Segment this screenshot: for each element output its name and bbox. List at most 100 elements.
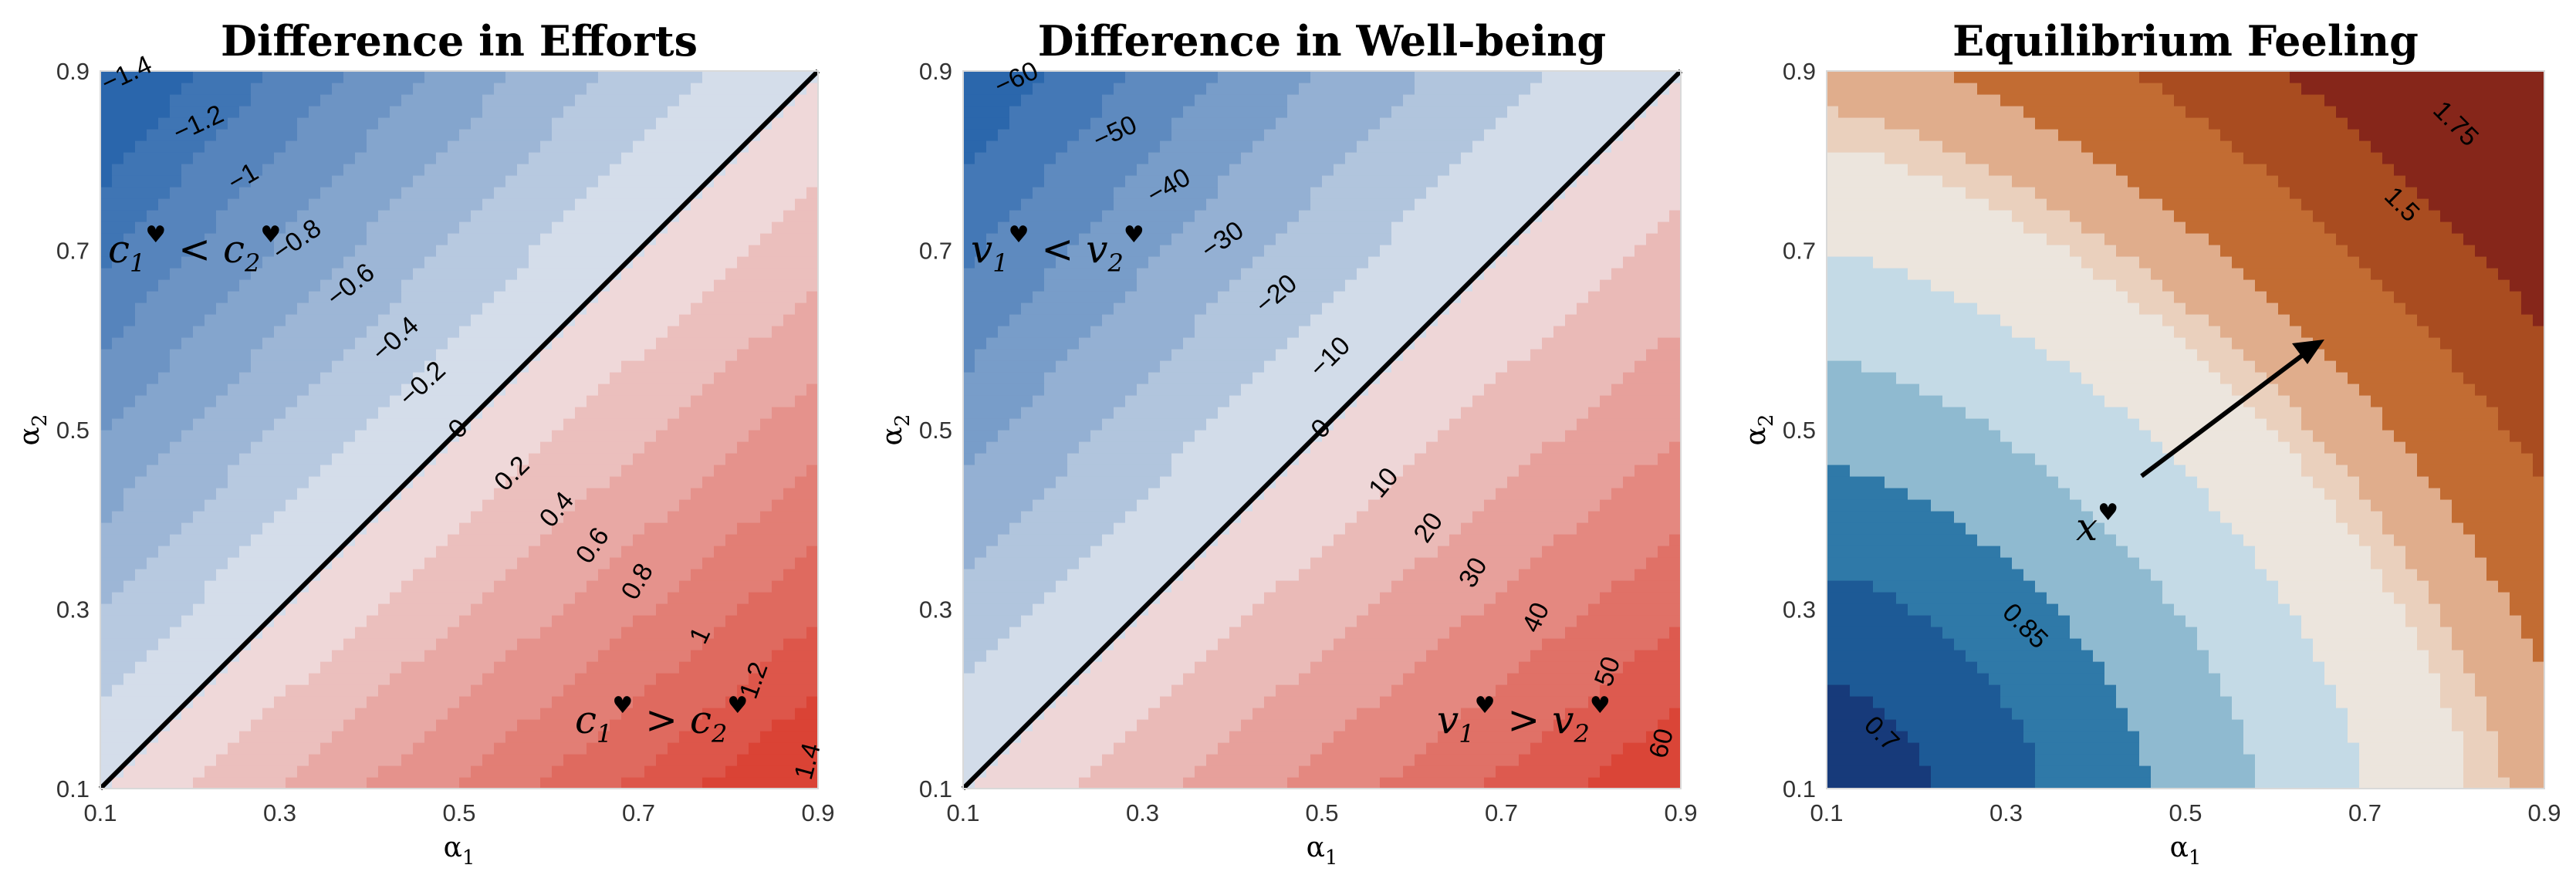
- contour-cell: [749, 476, 761, 488]
- contour-cell: [251, 499, 263, 512]
- contour-cell: [1056, 279, 1068, 292]
- contour-cell: [193, 765, 205, 778]
- contour-cell: [691, 372, 703, 384]
- contour-cell: [702, 499, 715, 512]
- contour-cell: [390, 684, 402, 697]
- contour-cell: [1137, 268, 1149, 280]
- contour-cell: [1125, 430, 1138, 442]
- contour-cell: [795, 268, 807, 280]
- contour-cell: [320, 233, 333, 245]
- contour-cell: [112, 256, 124, 269]
- contour-cell: [436, 603, 448, 616]
- contour-cell: [401, 175, 414, 188]
- contour-cell: [239, 418, 252, 431]
- contour-cell: [1090, 557, 1103, 569]
- contour-cell: [332, 661, 344, 674]
- contour-cell: [587, 534, 599, 546]
- contour-cell: [436, 742, 448, 755]
- contour-cell: [1067, 152, 1080, 164]
- contour-cell: [471, 372, 483, 384]
- contour-cell: [205, 314, 217, 326]
- contour-cell: [986, 117, 999, 130]
- contour-cell: [1033, 742, 1045, 755]
- contour-cell: [205, 349, 217, 361]
- contour-cell: [332, 430, 344, 442]
- contour-cell: [529, 765, 541, 778]
- contour-cell: [309, 383, 321, 396]
- contour-cell: [413, 383, 425, 396]
- contour-cell: [668, 534, 680, 546]
- contour-cell: [355, 106, 367, 118]
- contour-cell: [986, 488, 999, 500]
- contour-cell: [262, 684, 275, 697]
- contour-cell: [205, 198, 217, 211]
- contour-cell: [147, 638, 159, 650]
- contour-cell: [644, 210, 657, 222]
- contour-cell: [575, 569, 587, 581]
- contour-cell: [1021, 638, 1033, 650]
- contour-cell: [251, 569, 263, 581]
- contour-cell: [505, 499, 518, 512]
- contour-cell: [610, 731, 622, 743]
- contour-cell: [251, 534, 263, 546]
- contour-cell: [309, 360, 321, 373]
- contour-cell: [205, 175, 217, 188]
- contour-cell: [424, 731, 437, 743]
- contour-cell: [563, 522, 576, 535]
- contour-cell: [378, 742, 390, 755]
- contour-cell: [228, 430, 240, 442]
- contour-cell: [998, 453, 1010, 465]
- contour-cell: [494, 71, 506, 83]
- contour-cell: [274, 441, 286, 454]
- contour-cell: [494, 129, 506, 141]
- contour-cell: [986, 210, 999, 222]
- contour-cell: [424, 117, 437, 130]
- contour-cell: [795, 418, 807, 431]
- contour-cell: [702, 383, 715, 396]
- contour-cell: [795, 383, 807, 396]
- contour-cell: [216, 673, 228, 685]
- contour-cell: [1148, 557, 1161, 569]
- contour-cell: [147, 488, 159, 500]
- contour-cell: [998, 580, 1010, 593]
- contour-cell: [772, 557, 784, 569]
- contour-cell: [1125, 546, 1138, 558]
- contour-cell: [633, 522, 645, 535]
- contour-cell: [424, 245, 437, 257]
- contour-cell: [714, 140, 726, 153]
- contour-cell: [216, 83, 228, 95]
- contour-cell: [390, 372, 402, 384]
- contour-cell: [1125, 511, 1138, 523]
- contour-cell: [413, 233, 425, 245]
- contour-cell: [679, 488, 691, 500]
- contour-cell: [1137, 407, 1149, 419]
- contour-cell: [355, 164, 367, 176]
- contour-cell: [158, 314, 171, 326]
- contour-cell: [1079, 627, 1091, 639]
- contour-cell: [575, 326, 587, 338]
- contour-cell: [181, 407, 194, 419]
- contour-cell: [228, 580, 240, 593]
- contour-cell: [1021, 94, 1033, 106]
- contour-cell: [587, 673, 599, 685]
- contour-cell: [390, 140, 402, 153]
- contour-cell: [286, 731, 298, 743]
- contour-cell: [286, 650, 298, 662]
- contour-cell: [587, 106, 599, 118]
- contour-cell: [795, 106, 807, 118]
- contour-cell: [448, 684, 460, 697]
- contour-cell: [459, 83, 472, 95]
- contour-cell: [332, 175, 344, 188]
- contour-cell: [193, 465, 205, 477]
- contour-cell: [112, 661, 124, 674]
- contour-cell: [760, 221, 772, 234]
- contour-cell: [436, 418, 448, 431]
- contour-cell: [1137, 430, 1149, 442]
- contour-cell: [239, 546, 252, 558]
- contour-cell: [135, 638, 147, 650]
- contour-cell: [540, 592, 553, 604]
- contour-cell: [1067, 592, 1080, 604]
- contour-cell: [691, 302, 703, 315]
- contour-cell: [656, 233, 668, 245]
- contour-cell: [998, 441, 1010, 454]
